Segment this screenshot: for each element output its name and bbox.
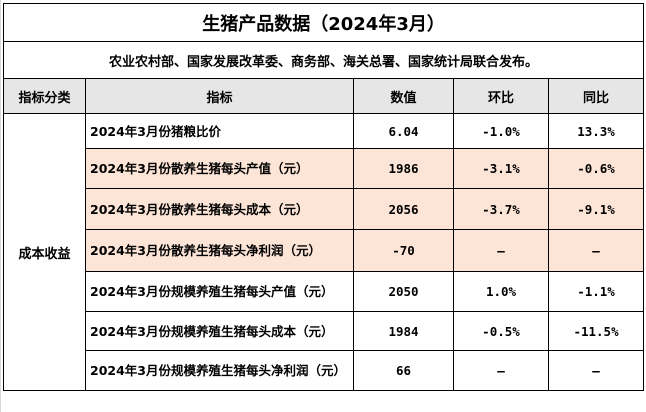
pig-product-data-table: 生猪产品数据（2024年3月） 农业农村部、国家发展改革委、商务部、海关总署、国… xyxy=(2,3,645,391)
header-value[interactable]: 数值 xyxy=(353,78,454,114)
mom-cell[interactable]: -3.1% xyxy=(453,148,549,189)
header-row: 指标分类 指标 数值 环比 同比 xyxy=(3,78,645,114)
yoy-cell[interactable]: -9.1% xyxy=(547,188,645,230)
indicator-cell[interactable]: 2024年3月份散养生猪每头产值（元） xyxy=(85,148,354,189)
table-row: 2024年3月份规模养殖生猪每头净利润（元） 66 — — xyxy=(4,350,645,391)
value-cell[interactable]: 66 xyxy=(353,350,454,391)
table-row: 成本收益 2024年3月份猪粮比价 6.04 -1.0% 13.3% xyxy=(3,113,645,391)
yoy-cell[interactable]: — xyxy=(547,350,645,391)
table-row: 2024年3月份散养生猪每头净利润（元） -70 — — xyxy=(4,229,645,272)
indicator-cell[interactable]: 2024年3月份规模养殖生猪每头净利润（元） xyxy=(85,350,354,391)
title-row: 生猪产品数据（2024年3月） xyxy=(2,3,645,42)
value-cell[interactable]: 2050 xyxy=(353,271,454,312)
value-cell[interactable]: 2056 xyxy=(353,188,454,230)
header-mom[interactable]: 环比 xyxy=(453,78,549,114)
yoy-cell[interactable]: -0.6% xyxy=(547,148,645,189)
value-cell[interactable]: 6.04 xyxy=(353,113,454,149)
indicator-cell[interactable]: 2024年3月份规模养殖生猪每头产值（元） xyxy=(85,271,354,312)
table-title[interactable]: 生猪产品数据（2024年3月） xyxy=(2,3,645,42)
table-row: 2024年3月份散养生猪每头成本（元） 2056 -3.7% -9.1% xyxy=(4,188,645,230)
yoy-cell[interactable]: — xyxy=(547,229,645,272)
value-cell[interactable]: 1986 xyxy=(353,148,454,189)
table-row: 2024年3月份散养生猪每头产值（元） 1986 -3.1% -0.6% xyxy=(4,148,645,189)
indicator-cell[interactable]: 2024年3月份散养生猪每头成本（元） xyxy=(85,188,354,230)
indicator-cell[interactable]: 2024年3月份猪粮比价 xyxy=(85,113,354,149)
indicator-cell[interactable]: 2024年3月份规模养殖生猪每头成本（元） xyxy=(85,311,354,351)
notice-row: 农业农村部、国家发展改革委、商务部、海关总署、国家统计局联合发布。 xyxy=(2,41,645,79)
header-indicator[interactable]: 指标 xyxy=(85,78,354,114)
mom-cell[interactable]: 1.0% xyxy=(453,271,549,312)
yoy-cell[interactable]: -1.1% xyxy=(547,271,645,312)
yoy-cell[interactable]: 13.3% xyxy=(547,113,645,149)
table-row: 2024年3月份规模养殖生猪每头产值（元） 2050 1.0% -1.1% xyxy=(4,271,645,312)
yoy-cell[interactable]: -11.5% xyxy=(547,311,645,351)
header-yoy[interactable]: 同比 xyxy=(547,78,645,114)
publisher-notice[interactable]: 农业农村部、国家发展改革委、商务部、海关总署、国家统计局联合发布。 xyxy=(2,41,645,79)
mom-cell[interactable]: — xyxy=(453,229,549,272)
mom-cell[interactable]: -3.7% xyxy=(453,188,549,230)
mom-cell[interactable]: -1.0% xyxy=(453,113,549,149)
sheet-gridline xyxy=(0,0,1,412)
header-category[interactable]: 指标分类 xyxy=(3,78,86,114)
indicator-cell[interactable]: 2024年3月份散养生猪每头净利润（元） xyxy=(85,229,354,272)
mom-cell[interactable]: -0.5% xyxy=(453,311,549,351)
table-row: 2024年3月份规模养殖生猪每头成本（元） 1984 -0.5% -11.5% xyxy=(4,311,645,351)
category-cell[interactable]: 成本收益 xyxy=(3,113,86,391)
value-cell[interactable]: 1984 xyxy=(353,311,454,351)
mom-cell[interactable]: — xyxy=(453,350,549,391)
value-cell[interactable]: -70 xyxy=(353,229,454,272)
